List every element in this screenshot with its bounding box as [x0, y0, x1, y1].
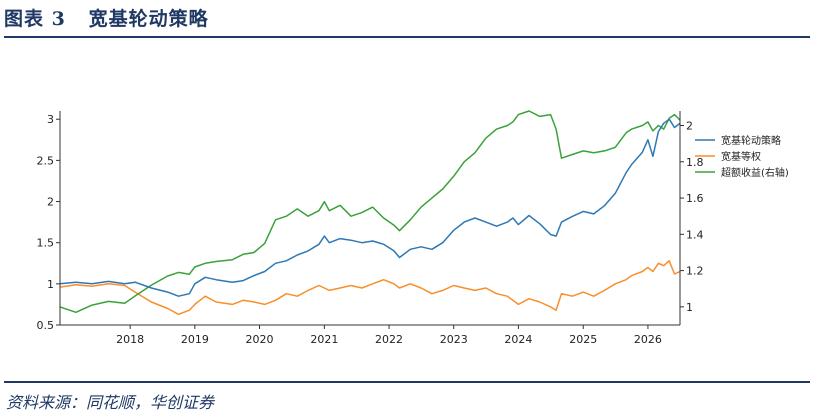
right-tick-label: 2 [686, 120, 693, 133]
left-tick-label: 2.5 [37, 154, 55, 167]
right-tick-label: 1.6 [686, 192, 704, 205]
series-line-1 [59, 118, 681, 297]
x-tick-label: 2018 [116, 333, 144, 346]
legend-label-2: 宽基等权 [721, 150, 761, 163]
title-bar [4, 4, 810, 38]
axes [59, 111, 681, 326]
figure-title: 图表 3 宽基轮动策略 [4, 8, 209, 30]
x-tick-label: 2025 [569, 333, 597, 346]
bottom-rule [4, 381, 810, 383]
x-axis-ticks: 2018 2019 2020 2021 2022 2023 2024 2025 2026 [116, 325, 662, 346]
left-tick-label: 2 [47, 196, 54, 209]
right-tick-label: 1.4 [686, 228, 704, 241]
x-tick-label: 2021 [310, 333, 338, 346]
source-note: 资料来源：同花顺，华创证券 [6, 393, 215, 412]
left-tick-label: 0.5 [37, 319, 55, 332]
x-tick-label: 2023 [440, 333, 468, 346]
x-tick-label: 2024 [504, 333, 532, 346]
left-tick-label: 1.5 [37, 237, 55, 250]
right-tick-label: 1.8 [686, 156, 704, 169]
right-axis-ticks: 11.21.41.61.8222 [680, 96, 704, 314]
legend-label-3: 超额收益(右轴) [721, 166, 789, 179]
x-tick-label: 2022 [375, 333, 403, 346]
x-tick-label: 2026 [634, 333, 662, 346]
plot-lines [59, 110, 681, 316]
right-tick-label: 1 [686, 301, 693, 314]
legend-label-1: 宽基轮动策略 [721, 134, 781, 147]
left-tick-label: 1 [47, 278, 54, 291]
series-line-3 [59, 110, 681, 314]
left-axis-ticks: 0.5 1 1.5 2 2.5 3 [37, 113, 60, 332]
x-tick-label: 2019 [181, 333, 209, 346]
right-tick-label: 1.2 [686, 265, 704, 278]
line-chart: 0.511.522.53 11.21.41.61.8222 2018201920… [37, 96, 789, 346]
left-tick-label: 3 [47, 113, 54, 126]
series-line-2 [59, 260, 681, 316]
x-tick-label: 2020 [246, 333, 274, 346]
